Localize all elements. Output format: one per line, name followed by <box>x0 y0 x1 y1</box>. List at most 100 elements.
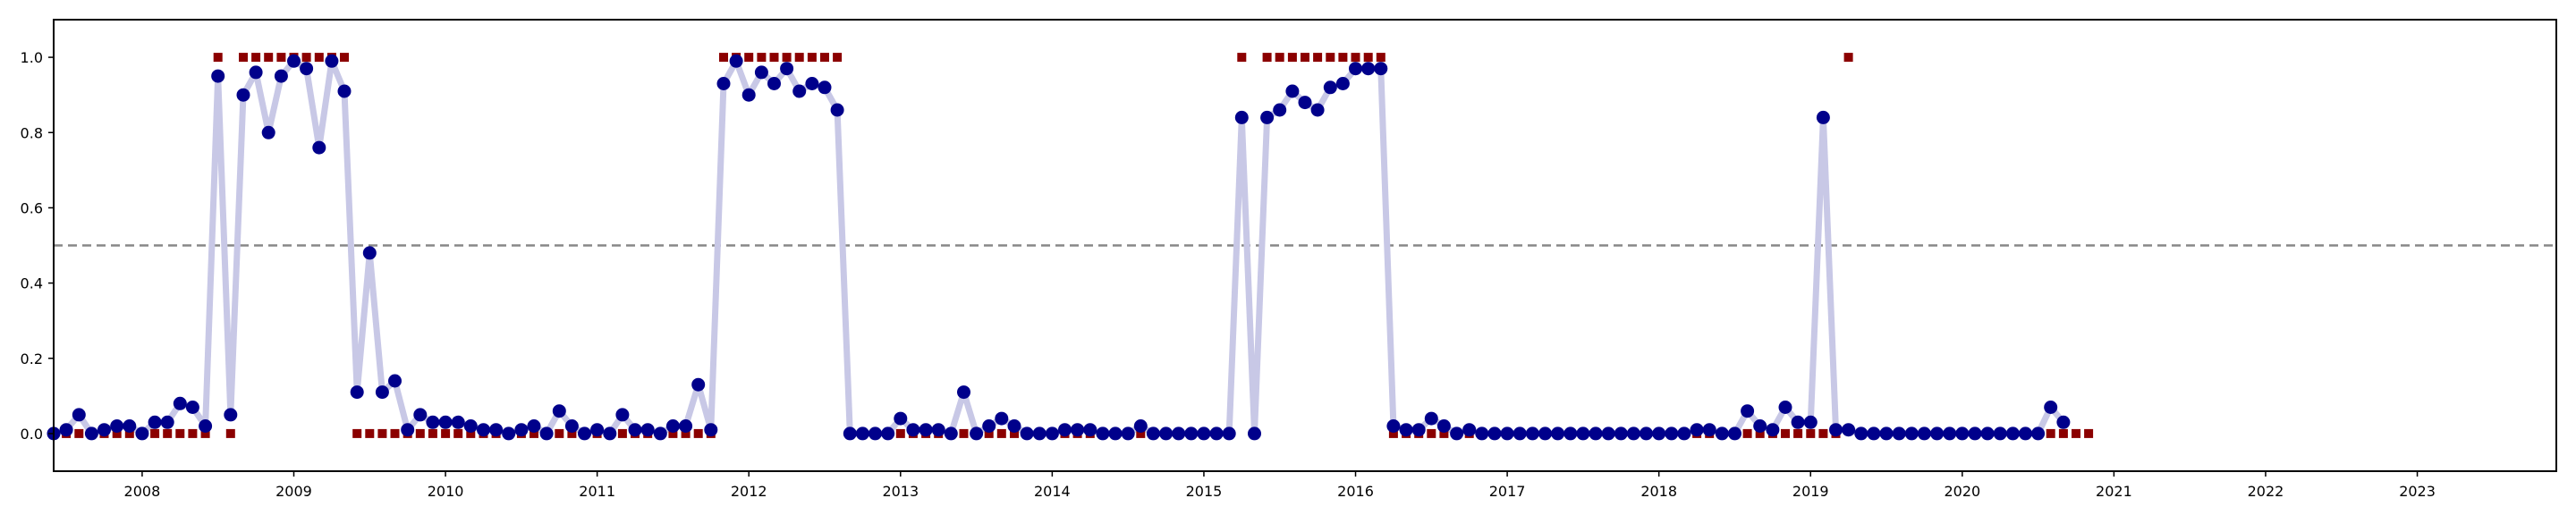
data-point <box>1424 411 1438 426</box>
data-point <box>1475 426 1489 441</box>
label-point <box>200 428 210 438</box>
data-point <box>1146 426 1160 441</box>
data-point <box>173 396 187 410</box>
label-point <box>1439 428 1449 438</box>
data-point <box>1197 426 1211 441</box>
data-point <box>1222 426 1236 441</box>
data-point <box>451 415 465 429</box>
label-point <box>693 428 703 438</box>
data-point <box>1943 426 1957 441</box>
label-point <box>833 53 843 63</box>
label-point <box>1262 53 1272 63</box>
label-point <box>390 428 400 438</box>
data-point <box>1576 426 1590 441</box>
x-tick-label: 2014 <box>1034 483 1071 500</box>
y-tick-label: 0.4 <box>21 275 43 292</box>
data-point <box>982 419 996 433</box>
label-point <box>163 428 173 438</box>
plot-area <box>47 53 2556 441</box>
data-point <box>413 408 428 422</box>
data-point <box>1601 426 1615 441</box>
data-point <box>818 80 832 95</box>
data-point <box>1133 419 1148 433</box>
label-point <box>757 53 767 63</box>
data-point <box>300 62 314 76</box>
data-point <box>679 419 693 433</box>
plot-frame <box>53 19 2557 472</box>
data-point <box>72 408 86 422</box>
data-point <box>489 423 504 437</box>
x-tick-label: 2022 <box>2248 483 2284 500</box>
label-point <box>453 428 463 438</box>
data-point <box>249 65 263 80</box>
data-point <box>527 419 541 433</box>
data-point <box>2005 426 2020 441</box>
label-point <box>415 428 425 438</box>
data-point <box>653 426 667 441</box>
data-point <box>1677 426 1691 441</box>
x-tick-label: 2009 <box>275 483 312 500</box>
data-point <box>1500 426 1514 441</box>
label-point <box>567 428 577 438</box>
data-point <box>665 419 680 433</box>
y-tick-label: 0.0 <box>21 426 43 443</box>
data-point <box>1487 426 1502 441</box>
label-point <box>352 428 362 438</box>
label-point <box>744 53 754 63</box>
data-point <box>1766 423 1780 437</box>
data-point <box>640 423 655 437</box>
data-point <box>135 426 149 441</box>
data-point <box>362 246 377 260</box>
data-point <box>564 419 579 433</box>
data-point <box>741 88 756 102</box>
data-point <box>894 411 908 426</box>
data-point <box>1626 426 1640 441</box>
label-point <box>1806 428 1816 438</box>
data-point <box>1589 426 1603 441</box>
data-point <box>2044 401 2058 414</box>
data-point <box>1690 423 1704 437</box>
label-point <box>1287 53 1297 63</box>
data-point <box>1955 426 1970 441</box>
data-point <box>691 377 706 392</box>
data-point <box>401 423 415 437</box>
data-point <box>224 408 238 422</box>
data-point <box>1374 62 1388 76</box>
x-tick-label: 2017 <box>1489 483 1526 500</box>
data-point <box>1045 426 1059 441</box>
label-point <box>1338 53 1348 63</box>
y-tick-label: 0.8 <box>21 124 43 141</box>
data-point <box>97 423 111 437</box>
label-point <box>2084 428 2094 438</box>
x-tick-label: 2020 <box>1944 483 1980 500</box>
label-point <box>1363 53 1373 63</box>
label-point <box>276 53 286 63</box>
label-point <box>617 428 627 438</box>
data-point <box>1803 415 1818 429</box>
label-point <box>1237 53 1247 63</box>
data-point <box>1904 426 1919 441</box>
data-point <box>1829 423 1843 437</box>
data-point <box>1525 426 1539 441</box>
data-point <box>375 385 389 400</box>
x-tick-label: 2018 <box>1640 483 1677 500</box>
data-point <box>438 415 453 429</box>
data-point <box>1361 62 1376 76</box>
data-point <box>1083 423 1097 437</box>
data-point <box>805 77 819 90</box>
label-point <box>2046 428 2055 438</box>
data-point <box>830 103 844 117</box>
data-point <box>1728 426 1741 441</box>
data-point <box>1538 426 1552 441</box>
data-point <box>578 426 591 441</box>
label-point <box>251 53 261 63</box>
data-point <box>881 426 895 441</box>
label-point <box>1313 53 1323 63</box>
data-point <box>855 426 869 441</box>
axes: 0.0 0.2 0.4 0.6 0.8 1.0 2008 2009 2010 2011 2012 20… <box>21 19 2557 500</box>
data-point <box>2031 426 2046 441</box>
data-point <box>1386 419 1401 433</box>
data-point <box>325 54 339 68</box>
data-point <box>477 423 490 437</box>
